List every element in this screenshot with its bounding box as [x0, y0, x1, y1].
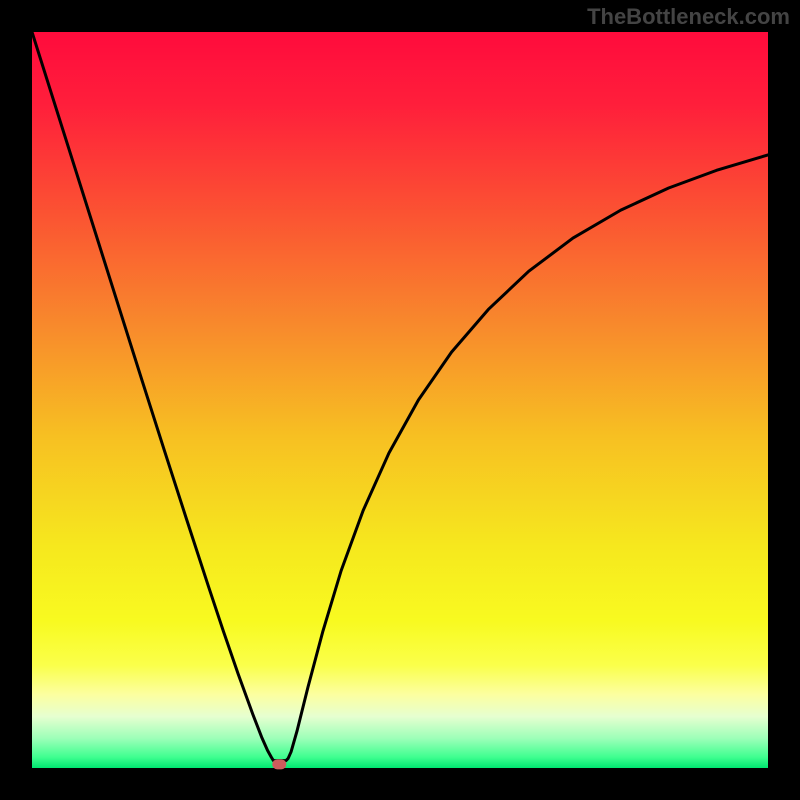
plot-area [32, 32, 768, 768]
watermark-text: TheBottleneck.com [587, 4, 790, 30]
bottleneck-marker [272, 759, 286, 769]
chart-container: TheBottleneck.com [0, 0, 800, 800]
chart-svg [0, 0, 800, 800]
